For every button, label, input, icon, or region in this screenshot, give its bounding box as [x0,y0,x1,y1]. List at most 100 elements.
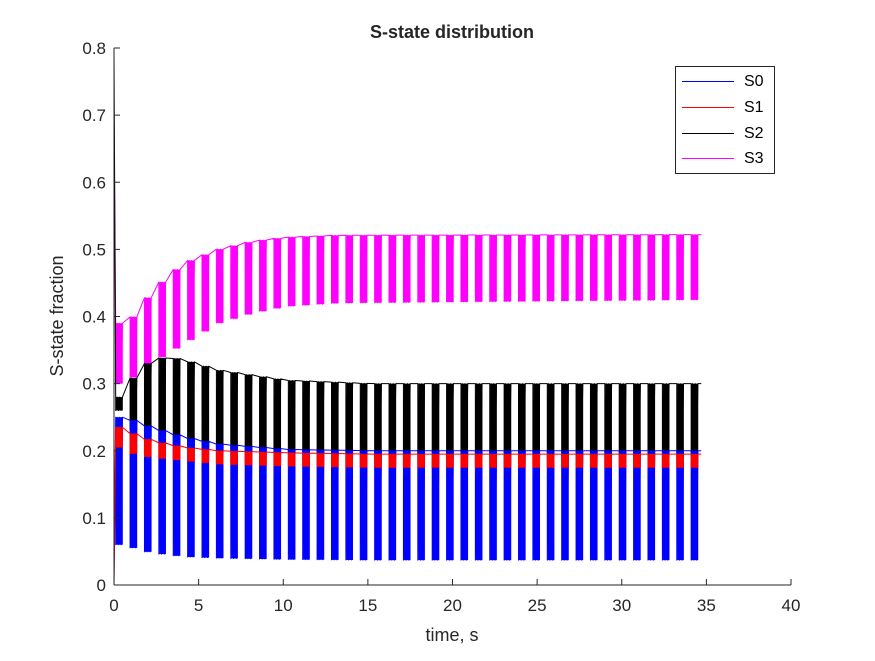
burst-s1 [490,454,497,468]
burst-s0 [648,450,656,561]
burst-s3 [619,234,627,301]
legend-label-s1: S1 [744,99,764,116]
burst-s1 [461,454,469,468]
burst-s3 [590,234,598,301]
burst-s0 [432,450,440,561]
burst-s3 [432,235,440,303]
burst-s3 [303,236,310,306]
x-tick-label: 30 [612,596,631,615]
series-band-s2 [116,357,699,453]
x-tick-label: 5 [194,596,203,615]
burst-s1 [374,454,382,468]
burst-s3 [317,235,325,305]
burst-s2 [432,383,440,453]
legend-item-s3: S3 [676,148,774,170]
x-tick-label: 35 [697,596,716,615]
burst-s2 [619,383,627,453]
burst-s0 [518,450,526,561]
series-band-s1 [116,427,699,468]
x-tick-label: 15 [358,596,377,615]
series-band-s0 [116,417,699,561]
burst-s1 [130,433,138,454]
x-tick-label: 40 [782,596,801,615]
burst-s2 [231,372,238,452]
burst-s0 [590,450,598,561]
burst-s1 [533,454,540,468]
burst-s2 [504,383,512,453]
burst-s3 [259,240,267,312]
series-s0 [113,416,702,586]
burst-s0 [173,434,181,556]
burst-s1 [259,452,267,466]
burst-s2 [259,376,267,452]
burst-s0 [331,450,339,560]
burst-s3 [288,237,296,307]
burst-s0 [562,450,569,561]
burst-s3 [461,235,469,302]
burst-s0 [374,450,382,561]
burst-s0 [547,450,555,561]
burst-s0 [303,449,310,560]
burst-s3 [518,234,526,302]
burst-s0 [677,450,684,561]
burst-s3 [173,269,181,349]
burst-s1 [677,454,684,468]
burst-s1 [231,451,238,465]
burst-s2 [547,383,555,453]
burst-s2 [288,380,296,453]
burst-s0 [202,441,210,558]
burst-s1 [475,454,483,468]
burst-s3 [274,238,282,309]
burst-s0 [144,425,152,552]
x-tick-label: 10 [274,596,293,615]
y-tick-label: 0.5 [82,240,106,259]
burst-s2 [274,378,282,452]
x-axis-label: time, s [425,625,478,645]
burst-s2 [475,383,483,453]
burst-s0 [633,450,641,561]
burst-s1 [360,453,368,468]
burst-s1 [605,454,612,468]
burst-s3 [159,282,166,357]
legend-label-s3: S3 [744,150,764,167]
burst-s3 [490,234,497,302]
legend-label-s2: S2 [744,125,764,142]
burst-s0 [360,450,368,561]
burst-s1 [187,447,195,462]
chart-title: S-state distribution [370,22,534,42]
burst-s2 [662,383,670,453]
burst-s0 [288,449,296,560]
burst-s2 [691,383,699,453]
burst-s0 [691,450,699,561]
burst-s2 [317,381,325,453]
y-tick-label: 0.1 [82,509,106,528]
burst-s2 [576,383,584,453]
burst-s1 [144,439,152,457]
burst-s3 [374,235,382,303]
legend-swatch-s3 [682,158,734,159]
burst-s1 [446,454,454,468]
burst-s0 [245,446,253,559]
burst-s1 [547,454,555,468]
burst-s3 [216,249,224,323]
burst-s2 [461,383,469,453]
burst-s3 [677,234,684,300]
burst-s1 [331,453,339,467]
burst-s0 [446,450,454,561]
x-tick-label: 20 [443,596,462,615]
burst-s3 [576,234,584,301]
burst-s1 [432,454,440,468]
burst-s3 [691,234,699,300]
burst-s0 [403,450,411,561]
burst-s2 [360,383,368,453]
burst-s2 [303,381,310,453]
burst-s3 [633,234,641,301]
burst-s0 [317,449,325,560]
burst-s1 [504,454,512,468]
burst-s0 [274,448,282,560]
series-s3 [113,115,702,385]
burst-s1 [216,450,224,465]
burst-s2 [144,363,152,436]
